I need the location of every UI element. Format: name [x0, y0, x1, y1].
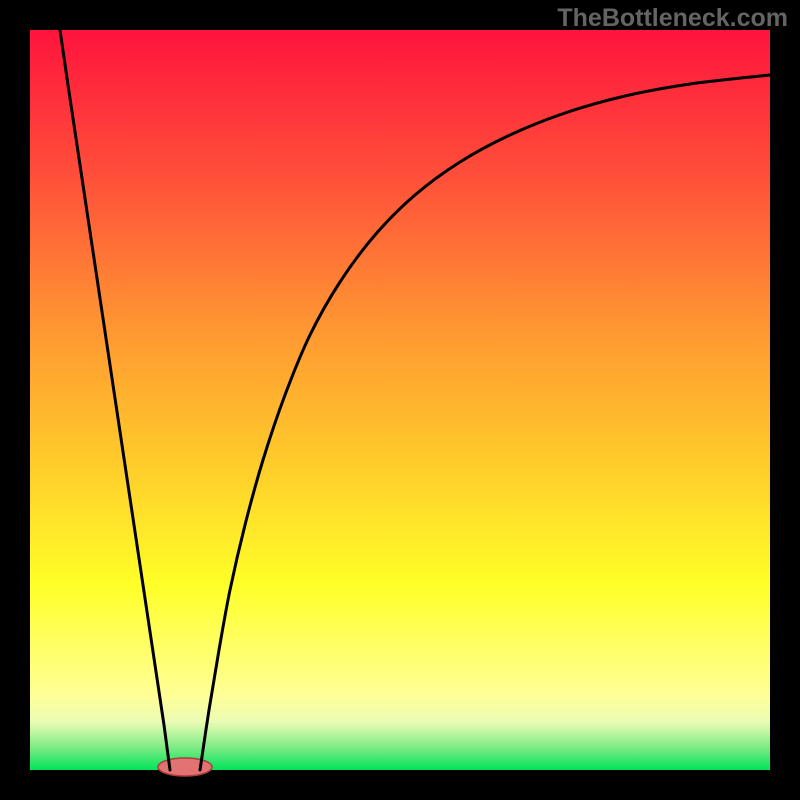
chart-frame: TheBottleneck.com	[0, 0, 800, 800]
chart-background	[30, 30, 770, 770]
bottleneck-marker	[158, 758, 212, 776]
chart-svg	[0, 0, 800, 800]
